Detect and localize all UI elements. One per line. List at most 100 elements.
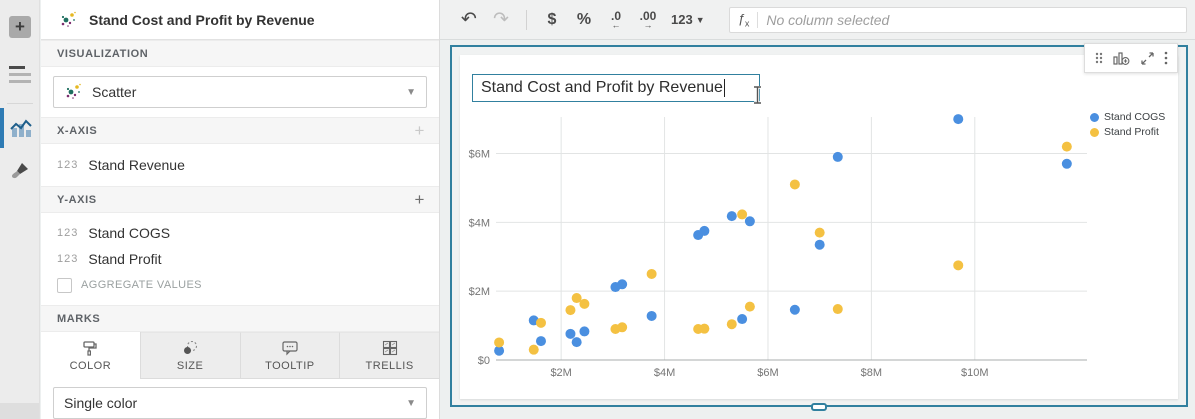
- explore-chart-icon[interactable]: [1113, 50, 1130, 66]
- svg-text:$8M: $8M: [861, 367, 882, 379]
- data-point[interactable]: [1062, 159, 1072, 169]
- sidebar-item-style[interactable]: [9, 160, 31, 182]
- data-point[interactable]: [737, 314, 747, 324]
- currency-format-button[interactable]: $: [539, 7, 565, 33]
- resize-handle[interactable]: [811, 403, 827, 411]
- aggregate-values-checkbox[interactable]: [57, 278, 72, 293]
- list-bar: [9, 80, 31, 83]
- y-field-row[interactable]: 123 Stand COGS: [41, 220, 439, 246]
- tab-size[interactable]: SIZE: [141, 332, 241, 378]
- format-toolbar: ↶ ↷ $ % .0 ← .00 → 123 ▼ ƒx: [440, 0, 1195, 40]
- marks-tabs: COLOR SIZE TOOLTIP T: [41, 332, 439, 379]
- paintbrush-icon: [9, 160, 31, 182]
- data-point[interactable]: [536, 318, 546, 328]
- section-label: VISUALIZATION: [57, 48, 148, 60]
- tab-color[interactable]: COLOR: [41, 332, 141, 379]
- settings-panel: Stand Cost and Profit by Revenue VISUALI…: [41, 0, 440, 419]
- section-x-axis: X-AXIS +: [41, 117, 439, 144]
- data-point[interactable]: [1062, 142, 1072, 152]
- add-x-field-button[interactable]: +: [414, 122, 425, 139]
- data-point[interactable]: [833, 304, 843, 314]
- legend: Stand COGS Stand Profit: [1090, 111, 1165, 138]
- arrow-left-icon: ←: [612, 21, 621, 30]
- data-point[interactable]: [536, 336, 546, 346]
- data-point[interactable]: [572, 337, 582, 347]
- formula-bar: ƒx: [729, 7, 1187, 33]
- decrease-decimal-button[interactable]: .0 ←: [603, 7, 629, 33]
- chart-title-input[interactable]: Stand Cost and Profit by Revenue: [472, 74, 760, 102]
- field-type-number: 123: [57, 227, 78, 239]
- data-point[interactable]: [529, 345, 539, 355]
- data-point[interactable]: [815, 240, 825, 250]
- data-point[interactable]: [833, 152, 843, 162]
- expand-icon[interactable]: [1140, 51, 1155, 66]
- data-point[interactable]: [737, 209, 747, 219]
- tab-tooltip[interactable]: TOOLTIP: [241, 332, 341, 378]
- legend-swatch: [1090, 128, 1099, 137]
- data-point[interactable]: [790, 305, 800, 315]
- add-button[interactable]: +: [9, 16, 31, 38]
- dashboard-canvas[interactable]: Stand Cost and Profit by Revenue $2M $4M $…: [440, 40, 1195, 419]
- section-marks: MARKS: [41, 305, 439, 332]
- drag-handle-icon[interactable]: [1094, 51, 1104, 65]
- y-field-row[interactable]: 123 Stand Profit: [41, 246, 439, 272]
- scatter-plot[interactable]: $2M$4M$6M$8M$10M$0$2M$4M$6M: [460, 113, 1120, 405]
- data-point[interactable]: [953, 114, 963, 124]
- ibeam-cursor-icon: [753, 86, 762, 104]
- data-point[interactable]: [727, 211, 737, 221]
- svg-text:$4M: $4M: [469, 217, 490, 229]
- legend-item-cogs[interactable]: Stand COGS: [1090, 111, 1165, 123]
- chevron-down-icon: ▼: [696, 15, 705, 25]
- data-point[interactable]: [699, 324, 709, 334]
- list-bar: [9, 66, 25, 69]
- text-caret: [724, 79, 725, 97]
- data-list-icon[interactable]: [9, 66, 31, 87]
- active-indicator: [0, 108, 4, 148]
- paint-roller-icon: [82, 340, 98, 356]
- viz-type-select[interactable]: Scatter ▼: [53, 76, 427, 108]
- data-point[interactable]: [579, 299, 589, 309]
- data-point[interactable]: [745, 216, 755, 226]
- color-mode-select[interactable]: Single color ▼: [53, 387, 427, 419]
- undo-button[interactable]: ↶: [456, 7, 482, 33]
- data-point[interactable]: [790, 179, 800, 189]
- svg-text:$4M: $4M: [654, 367, 675, 379]
- formula-input[interactable]: [766, 12, 1178, 28]
- aggregate-values-label: AGGREGATE VALUES: [81, 279, 202, 291]
- data-point[interactable]: [617, 279, 627, 289]
- number-format-dropdown[interactable]: 123 ▼: [667, 12, 709, 27]
- arrow-right-icon: →: [644, 21, 653, 30]
- section-label: MARKS: [57, 313, 100, 325]
- data-point[interactable]: [647, 311, 657, 321]
- data-point[interactable]: [953, 260, 963, 270]
- chevron-down-icon: ▼: [406, 398, 416, 409]
- data-point[interactable]: [579, 326, 589, 336]
- tooltip-icon: [281, 340, 299, 356]
- data-point[interactable]: [647, 269, 657, 279]
- list-bar: [9, 73, 31, 76]
- x-field-row[interactable]: 123 Stand Revenue: [41, 152, 439, 178]
- redo-button[interactable]: ↷: [488, 7, 514, 33]
- chart-card: Stand Cost and Profit by Revenue $2M $4M $…: [460, 55, 1178, 399]
- legend-item-profit[interactable]: Stand Profit: [1090, 126, 1165, 138]
- more-menu-icon[interactable]: [1164, 51, 1168, 65]
- data-point[interactable]: [617, 322, 627, 332]
- data-point[interactable]: [494, 337, 504, 347]
- data-point[interactable]: [565, 329, 575, 339]
- sidebar-item-visualize[interactable]: [0, 108, 40, 148]
- data-point[interactable]: [745, 302, 755, 312]
- svg-text:$6M: $6M: [757, 367, 778, 379]
- section-label: Y-AXIS: [57, 194, 97, 206]
- color-mode-value: Single color: [64, 395, 137, 411]
- data-point[interactable]: [565, 305, 575, 315]
- section-label: X-AXIS: [57, 125, 97, 137]
- add-y-field-button[interactable]: +: [414, 191, 425, 208]
- tab-trellis[interactable]: TRELLIS: [340, 332, 439, 378]
- increase-decimal-button[interactable]: .00 →: [635, 7, 661, 33]
- svg-text:$2M: $2M: [469, 286, 490, 298]
- data-point[interactable]: [815, 228, 825, 238]
- data-point[interactable]: [727, 319, 737, 329]
- percent-format-button[interactable]: %: [571, 7, 597, 33]
- data-point[interactable]: [699, 226, 709, 236]
- chart-widget-selected[interactable]: Stand Cost and Profit by Revenue $2M $4M $…: [450, 45, 1188, 407]
